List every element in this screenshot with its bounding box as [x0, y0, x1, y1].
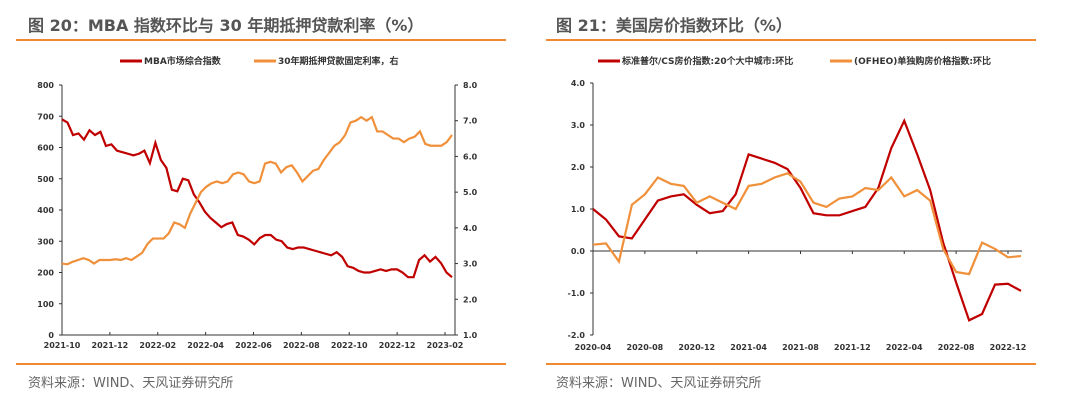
y2-tick-label: 8.0: [463, 81, 478, 90]
x-tick-label: 2021-04: [730, 343, 767, 352]
y2-tick-label: 3.0: [463, 260, 478, 269]
y-tick-label: -2.0: [568, 331, 586, 340]
right-source: 资料来源：WIND、天风证券研究所: [556, 376, 762, 391]
right-source-rule: [546, 363, 1036, 365]
y-tick-label: 100: [37, 300, 54, 309]
legend-rate: 30年期抵押贷款固定利率，右: [278, 55, 399, 67]
y2-tick-label: 7.0: [463, 117, 478, 126]
y-tick-label: 500: [37, 175, 54, 184]
series-line-0: [61, 118, 453, 279]
y-tick-label: 0: [48, 331, 54, 340]
y-tick-label: 400: [37, 206, 54, 215]
y-tick-label: 200: [37, 269, 54, 278]
y2-tick-label: 2.0: [463, 295, 478, 304]
y-tick-label: -1.0: [568, 289, 586, 298]
x-tick-label: 2021-10: [44, 341, 81, 350]
x-tick-label: 2022-04: [886, 343, 923, 352]
left-source: 资料来源：WIND、天风证券研究所: [28, 376, 234, 391]
legend-ofheo: (OFHEO)单独购房价格指数:环比: [854, 55, 991, 67]
x-tick-label: 2022-12: [990, 343, 1027, 352]
y-tick-label: 2.0: [571, 163, 586, 172]
x-tick-label: 2022-02: [139, 341, 176, 350]
y2-tick-label: 5.0: [463, 188, 478, 197]
x-tick-label: 2022-08: [938, 343, 975, 352]
x-tick-label: 2023-02: [427, 341, 464, 350]
x-tick-label: 2021-12: [834, 343, 871, 352]
legend-cs: 标准普尔/CS房价指数:20个大中城市:环比: [621, 55, 793, 67]
y-tick-label: 700: [37, 112, 54, 121]
left-title-rule: [16, 39, 506, 41]
y2-tick-label: 4.0: [463, 224, 478, 233]
right-title-rule: [546, 39, 1036, 41]
x-tick-label: 2022-10: [331, 341, 368, 350]
x-tick-label: 2021-12: [92, 341, 129, 350]
y2-tick-label: 6.0: [463, 152, 478, 161]
x-tick-label: 2022-04: [187, 341, 224, 350]
left-chart-title: 图 20：MBA 指数环比与 30 年期抵押贷款利率（%）: [28, 16, 424, 35]
y-tick-label: 1.0: [571, 205, 586, 214]
x-tick-label: 2022-08: [283, 341, 320, 350]
x-tick-label: 2020-08: [627, 343, 664, 352]
y2-tick-label: 1.0: [463, 331, 478, 340]
y-tick-label: 3.0: [571, 121, 586, 130]
x-tick-label: 2022-06: [235, 341, 272, 350]
left-source-rule: [16, 363, 506, 365]
legend-mba: MBA市场综合指数: [144, 55, 222, 67]
series-line-1: [592, 172, 1022, 276]
y-tick-label: 300: [37, 237, 54, 246]
x-tick-label: 2020-12: [678, 343, 715, 352]
y-tick-label: 800: [37, 81, 54, 90]
x-tick-label: 2021-08: [782, 343, 819, 352]
y-tick-label: 0.0: [571, 247, 586, 256]
series-line-0: [592, 118, 1022, 322]
y-tick-label: 600: [37, 144, 54, 153]
x-tick-label: 2022-12: [379, 341, 416, 350]
x-tick-label: 2020-04: [575, 343, 612, 352]
y-tick-label: 4.0: [571, 79, 586, 88]
series-line-1: [61, 115, 453, 266]
right-chart-title: 图 21：美国房价指数环比（%）: [556, 16, 792, 35]
